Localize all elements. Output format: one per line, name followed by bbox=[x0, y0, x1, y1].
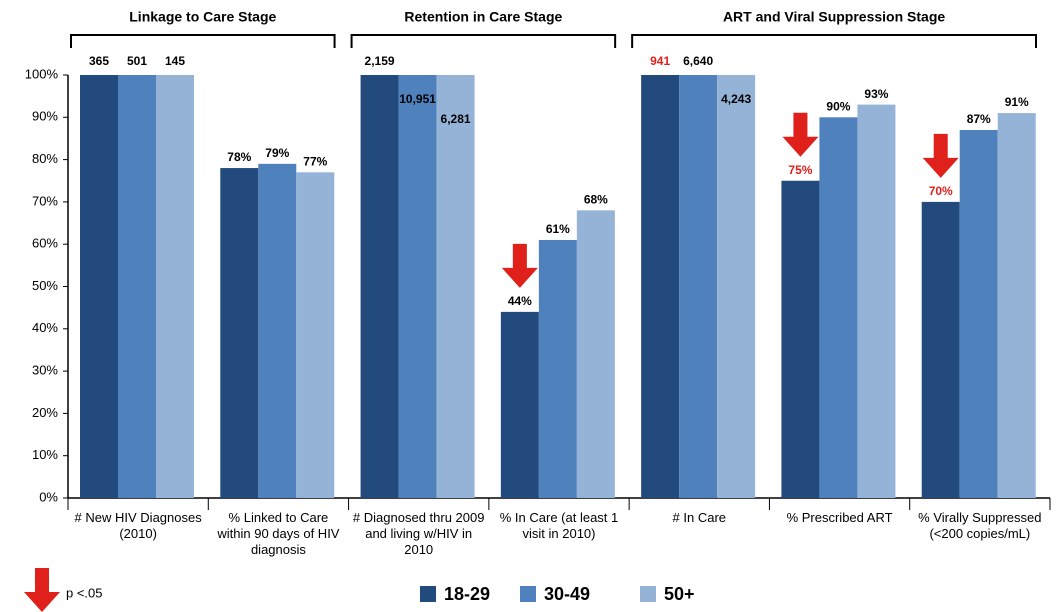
x-tick-label: % Virally Suppressed (<200 copies/mL) bbox=[918, 510, 1042, 541]
y-tick-label: 90% bbox=[32, 109, 58, 124]
legend-label: 50+ bbox=[664, 584, 695, 604]
y-tick-label: 30% bbox=[32, 363, 58, 378]
bar bbox=[717, 75, 756, 498]
legend-label: 18-29 bbox=[444, 584, 490, 604]
significance-note: p <.05 bbox=[66, 585, 103, 600]
significance-arrow bbox=[922, 133, 959, 178]
bar bbox=[360, 75, 399, 498]
bar bbox=[781, 180, 820, 498]
value-label: 78% bbox=[227, 150, 251, 164]
stage-bracket bbox=[350, 34, 617, 48]
y-tick-label: 70% bbox=[32, 193, 58, 208]
stage-bracket bbox=[70, 34, 336, 48]
legend-swatch bbox=[640, 586, 656, 602]
legend-swatch bbox=[520, 586, 536, 602]
value-label: 93% bbox=[864, 87, 888, 101]
value-label: 79% bbox=[265, 146, 289, 160]
count-label: 6,281 bbox=[441, 112, 471, 126]
x-tick-label: # Diagnosed thru 2009 and living w/HIV i… bbox=[352, 510, 485, 557]
bar bbox=[296, 172, 335, 499]
bar bbox=[959, 129, 998, 499]
bar bbox=[156, 75, 194, 498]
y-tick-label: 20% bbox=[32, 405, 58, 420]
count-label: 501 bbox=[127, 54, 147, 68]
y-tick-label: 10% bbox=[32, 447, 58, 462]
x-tick-label: % In Care (at least 1 visit in 2010) bbox=[499, 510, 619, 541]
bar bbox=[538, 239, 577, 498]
value-label: 87% bbox=[967, 112, 991, 126]
bar bbox=[997, 113, 1036, 498]
bar bbox=[641, 75, 680, 498]
bar bbox=[857, 104, 896, 499]
y-tick-label: 50% bbox=[32, 278, 58, 293]
bar bbox=[679, 75, 718, 498]
legend-label: 30-49 bbox=[544, 584, 590, 604]
x-tick-label: # In Care bbox=[672, 510, 727, 525]
y-tick-label: 60% bbox=[32, 236, 58, 251]
stage-title: Retention in Care Stage bbox=[404, 9, 562, 25]
legend-swatch bbox=[420, 586, 436, 602]
count-label: 10,951 bbox=[399, 92, 436, 106]
value-label: 77% bbox=[303, 154, 327, 168]
count-label: 2,159 bbox=[365, 54, 395, 68]
y-tick-label: 80% bbox=[32, 151, 58, 166]
value-label: 70% bbox=[929, 184, 953, 198]
count-label: 941 bbox=[650, 54, 670, 68]
count-label: 4,243 bbox=[721, 92, 751, 106]
bar bbox=[921, 201, 960, 498]
y-tick-label: 0% bbox=[39, 489, 58, 504]
bar bbox=[118, 75, 156, 498]
significance-arrow bbox=[782, 112, 819, 157]
value-label: 91% bbox=[1005, 95, 1029, 109]
bar bbox=[576, 210, 615, 499]
stage-title: Linkage to Care Stage bbox=[129, 9, 276, 25]
value-label: 44% bbox=[508, 294, 532, 308]
count-label: 6,640 bbox=[683, 54, 713, 68]
bar bbox=[220, 168, 259, 498]
bar bbox=[819, 117, 858, 499]
count-label: 145 bbox=[165, 54, 185, 68]
x-tick-label: # New HIV Diagnoses (2010) bbox=[74, 510, 202, 541]
bar bbox=[500, 311, 539, 498]
y-tick-label: 100% bbox=[25, 66, 59, 81]
stage-title: ART and Viral Suppression Stage bbox=[723, 9, 945, 25]
value-label: 68% bbox=[584, 193, 608, 207]
bar bbox=[258, 163, 297, 498]
value-label: 90% bbox=[826, 99, 850, 113]
x-tick-label: % Prescribed ART bbox=[786, 510, 893, 525]
bar bbox=[436, 75, 475, 498]
bar bbox=[80, 75, 118, 498]
legend-arrow bbox=[24, 568, 60, 612]
y-tick-label: 40% bbox=[32, 320, 58, 335]
stage-bracket bbox=[631, 34, 1037, 48]
significance-arrow bbox=[501, 243, 538, 288]
x-tick-label: % Linked to Care within 90 days of HIV d… bbox=[217, 510, 340, 557]
bar bbox=[398, 75, 437, 498]
value-label: 61% bbox=[546, 222, 570, 236]
value-label: 75% bbox=[788, 163, 812, 177]
count-label: 365 bbox=[89, 54, 109, 68]
